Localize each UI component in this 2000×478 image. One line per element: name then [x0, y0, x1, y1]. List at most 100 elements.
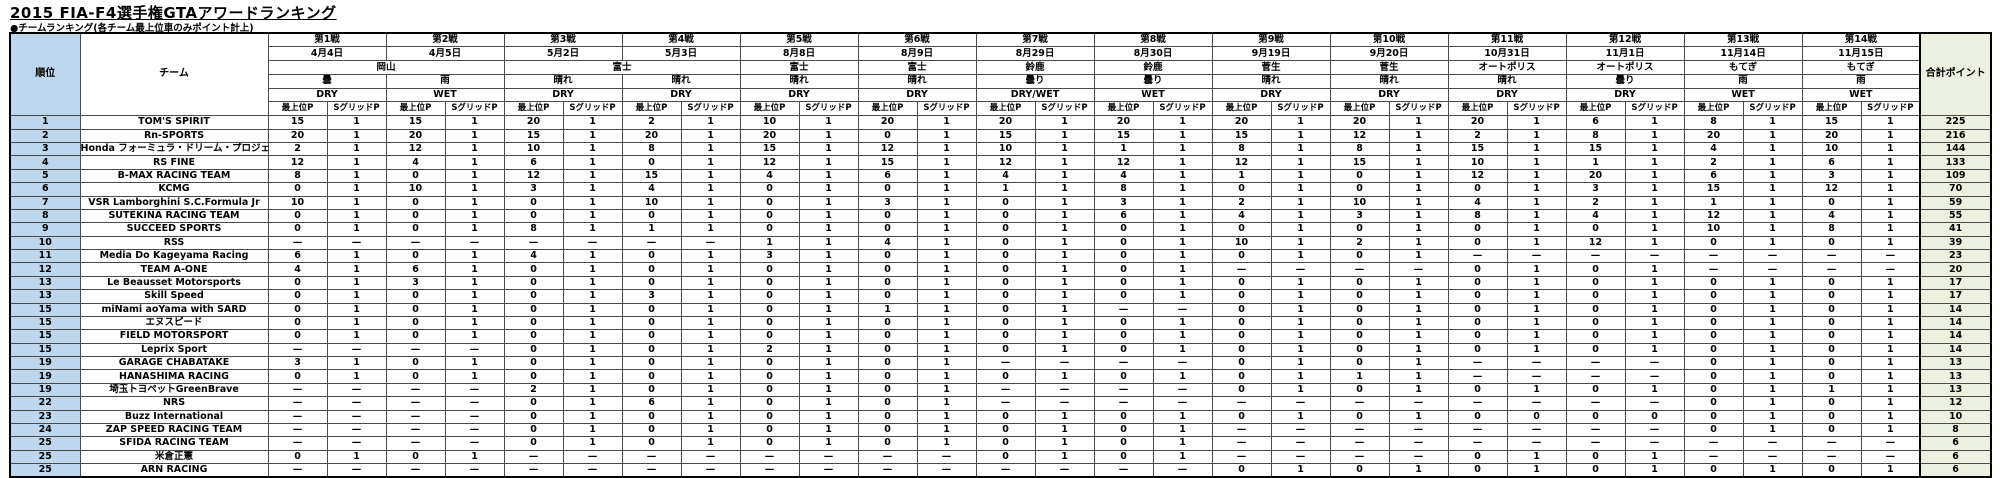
weather-cell: 曇り [1565, 73, 1685, 89]
top-points-cell: 0 [1801, 275, 1862, 291]
sgrid-points-cell: 1 [1152, 289, 1213, 304]
sgrid-points-cell: 1 [916, 315, 977, 331]
sgrid-points-cell: 1 [444, 222, 505, 237]
top-points-cell: 0 [1447, 329, 1508, 344]
sgrid-points-cell: 1 [562, 315, 623, 331]
round-name-header: 第8戦 [1093, 32, 1213, 48]
team-name-cell: 米倉正憲 [79, 449, 269, 465]
track-condition-cell: DRY/WET [975, 87, 1095, 103]
sgrid-points-cell: 1 [1388, 142, 1449, 157]
top-points-cell: 0 [1329, 409, 1390, 424]
top-points-cell: 0 [1329, 182, 1390, 197]
top-points-cell: 3 [621, 289, 682, 304]
round-name-header: 第7戦 [975, 32, 1095, 48]
sgrid-points-cell: 1 [1742, 168, 1803, 184]
sgrid-points-cell: 1 [680, 369, 741, 384]
round-name-header: 第2戦 [385, 32, 505, 48]
rank-cell: 15 [9, 329, 81, 344]
top-points-cell: 20 [1447, 115, 1508, 130]
top-points-cell: 0 [1565, 329, 1626, 344]
sgrid-points-cell: 1 [798, 329, 859, 344]
top-points-cell: 0 [385, 449, 446, 465]
top-points-cell: 0 [385, 369, 446, 384]
top-points-cell: 0 [857, 249, 918, 264]
sgrid-points-subheader: SグリッドP [1742, 101, 1803, 117]
sgrid-points-cell: 1 [1034, 329, 1095, 344]
top-points-cell: 15 [1447, 142, 1508, 157]
top-points-cell: 3 [739, 249, 800, 264]
sgrid-points-cell: 1 [1152, 155, 1213, 170]
sgrid-points-cell: — [1152, 396, 1213, 411]
top-points-cell: 0 [385, 195, 446, 210]
sgrid-points-cell: 1 [1624, 449, 1685, 465]
rank-cell: 12 [9, 262, 81, 277]
sgrid-points-cell: 1 [1034, 128, 1095, 144]
rank-cell: 25 [9, 463, 81, 478]
top-points-cell: — [385, 342, 446, 358]
team-row: 19 GARAGE CHABATAKE 3 1 0 1 0 1 0 1 0 1 0 1— — — —0 1 0 1— —… [9, 356, 1992, 371]
top-points-cell: 20 [1801, 128, 1862, 144]
top-points-cell: 0 [739, 289, 800, 304]
sgrid-points-cell: 1 [1152, 208, 1213, 224]
top-points-cell: 0 [857, 222, 918, 237]
sgrid-points-cell: 1 [916, 382, 977, 398]
sgrid-points-cell: 1 [562, 289, 623, 304]
sgrid-points-cell: 1 [562, 249, 623, 264]
sgrid-points-cell: 1 [1860, 356, 1921, 371]
top-points-subheader: 最上位P [857, 101, 918, 117]
team-row: 8 SUTEKINA RACING TEAM 0 1 0 1 0 1 0 1 0 1 0 1 0 1 6 1 4 1 3… [9, 208, 1992, 224]
sgrid-points-cell: 1 [444, 369, 505, 384]
top-points-cell: 0 [385, 329, 446, 344]
top-points-cell: 0 [1683, 315, 1744, 331]
sgrid-points-cell: — [444, 235, 505, 251]
top-points-cell: — [1211, 396, 1272, 411]
sgrid-points-cell: — [1742, 249, 1803, 264]
top-points-cell: 3 [267, 356, 328, 371]
sgrid-points-cell: — [1270, 449, 1331, 465]
top-points-cell: — [739, 463, 800, 478]
top-points-cell: 0 [1565, 449, 1626, 465]
sgrid-points-cell: 1 [1270, 168, 1331, 184]
sgrid-points-cell: 1 [562, 302, 623, 317]
sgrid-points-cell: 1 [798, 342, 859, 358]
team-row: 13 Le Beausset Motorsports 0 1 3 1 0 1 0 1 0 1 0 1 0 1 0… [9, 275, 1992, 291]
rank-cell: 5 [9, 168, 81, 184]
table-header: 順位 チーム 第1戦 第2戦 第3戦 第4戦 第5戦 第6戦 第7戦 第8戦 第9戦 第10戦 第11戦… [9, 32, 1992, 117]
top-points-cell: — [1565, 436, 1626, 451]
sgrid-points-cell: 1 [1152, 195, 1213, 210]
sgrid-points-cell: 1 [1624, 275, 1685, 291]
rank-cell: 3 [9, 142, 81, 157]
sgrid-points-cell: 1 [1860, 369, 1921, 384]
top-points-cell: 0 [1093, 436, 1154, 451]
rank-cell: 19 [9, 369, 81, 384]
top-points-cell: 20 [267, 128, 328, 144]
top-points-cell: 15 [1329, 155, 1390, 170]
sgrid-points-cell: — [1388, 422, 1449, 438]
top-points-cell: 1 [1093, 142, 1154, 157]
team-row: 25 SFIDA RACING TEAM — — — —0 1 0 1 0 1 0 1 0 1 0 1— — — — —… [9, 436, 1992, 451]
team-name-cell: VSR Lamborghini S.C.Formula Jr [79, 195, 269, 210]
sgrid-points-cell: 1 [1624, 463, 1685, 478]
sgrid-points-cell: 1 [1506, 182, 1567, 197]
top-points-cell: 15 [1565, 142, 1626, 157]
track-condition-cell: DRY [857, 87, 977, 103]
sgrid-points-cell: 1 [326, 262, 387, 277]
top-points-cell: — [621, 449, 682, 465]
sgrid-points-cell: 1 [444, 208, 505, 224]
round-date-cell: 5月3日 [621, 46, 741, 62]
team-name-cell: エヌスピード [79, 315, 269, 331]
sgrid-points-cell: 1 [326, 155, 387, 170]
round-date-cell: 11月15日 [1801, 46, 1921, 62]
sgrid-points-cell: 1 [1506, 208, 1567, 224]
top-points-cell: 0 [1093, 315, 1154, 331]
team-row: 15 エヌスピード 0 1 0 1 0 1 0 1 0 1 0 1 0 1 0 1 0 1 0 1 0 1 0 1 0 1 0 1 14 [9, 315, 1992, 331]
sgrid-points-cell: 1 [916, 342, 977, 358]
sgrid-points-cell: 1 [1506, 115, 1567, 130]
sgrid-points-cell: 1 [1388, 195, 1449, 210]
top-points-cell: 0 [1093, 409, 1154, 424]
total-points-cell: 13 [1919, 382, 1992, 398]
top-points-cell: — [385, 422, 446, 438]
top-points-cell: 15 [621, 168, 682, 184]
team-name-cell: Honda フォーミュラ・ドリーム・プロジェクト [79, 142, 269, 157]
sgrid-points-cell: 1 [798, 275, 859, 291]
